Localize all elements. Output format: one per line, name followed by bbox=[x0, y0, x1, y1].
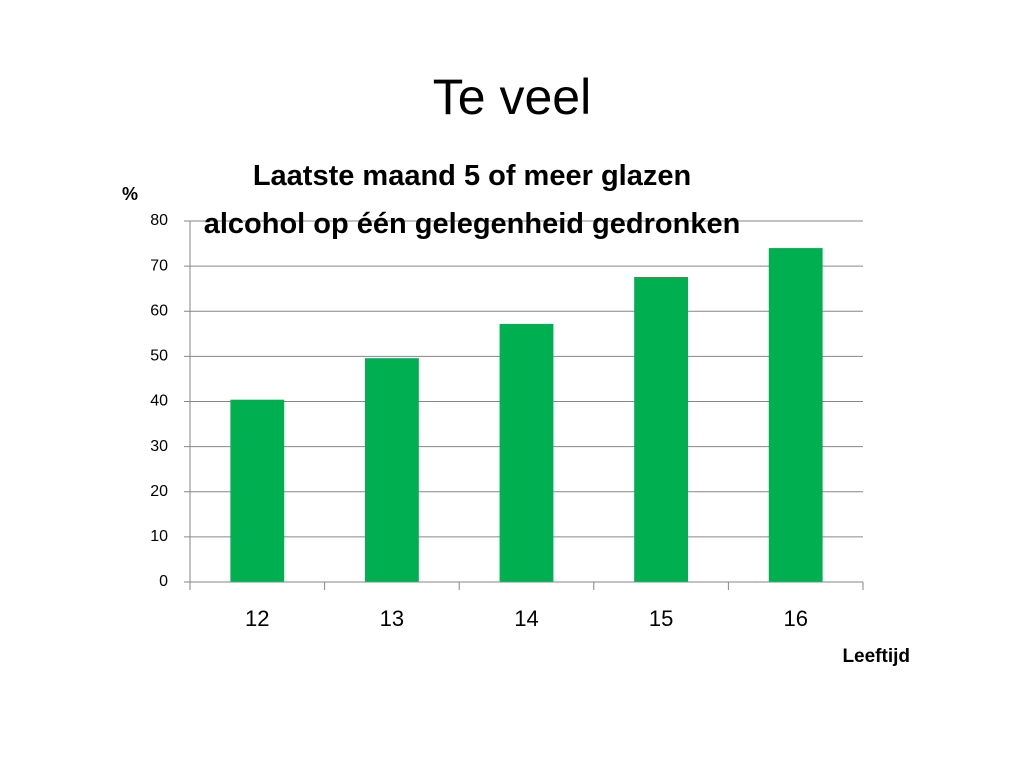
bar bbox=[634, 276, 689, 582]
bar bbox=[499, 323, 554, 582]
y-tick-label: 40 bbox=[150, 393, 168, 410]
y-tick-label: 50 bbox=[150, 348, 168, 365]
bar bbox=[364, 358, 419, 582]
y-tick-label: 20 bbox=[150, 483, 168, 500]
x-tick-label: 14 bbox=[514, 606, 538, 631]
bar bbox=[230, 399, 285, 582]
y-tick-label: 70 bbox=[150, 257, 168, 274]
y-tick-label: 10 bbox=[150, 528, 168, 545]
slide-title: Te veel bbox=[432, 69, 592, 125]
x-tick-label: 13 bbox=[380, 606, 404, 631]
x-tick-label: 12 bbox=[245, 606, 269, 631]
y-tick-label: 80 bbox=[150, 212, 168, 229]
y-tick-label: 30 bbox=[150, 438, 168, 455]
x-axis-label: Leeftijd bbox=[842, 646, 910, 667]
chart-title: Laatste maand 5 of meer glazen alcohol o… bbox=[203, 160, 741, 240]
y-tick-label: 60 bbox=[150, 302, 168, 319]
y-axis-label: % bbox=[122, 184, 138, 204]
x-tick-label: 15 bbox=[649, 606, 673, 631]
bar bbox=[768, 248, 823, 582]
x-tick-label: 16 bbox=[783, 606, 807, 631]
y-tick-label: 0 bbox=[159, 573, 168, 590]
